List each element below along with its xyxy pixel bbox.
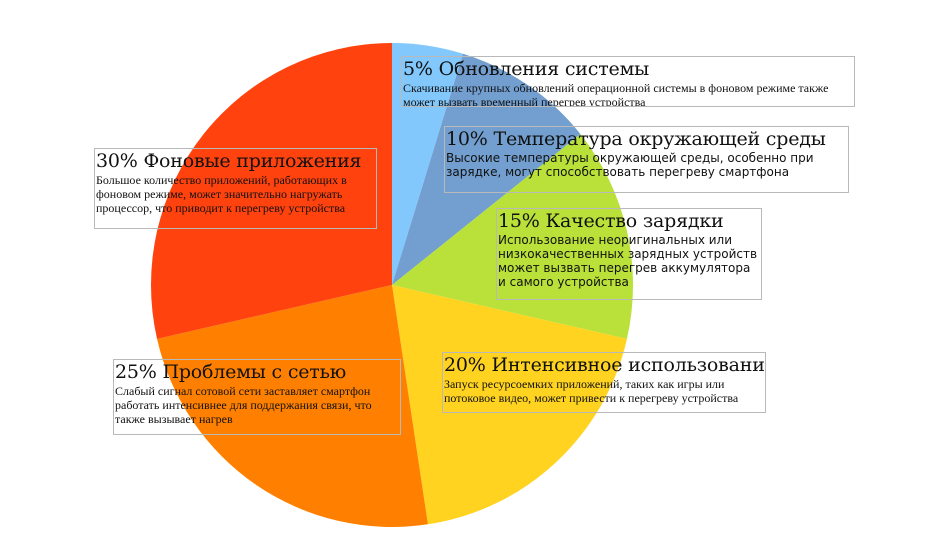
- slice-desc-network: Слабый сигнал сотовой сети заставляет см…: [115, 384, 372, 426]
- slice-label-intensive: 20% Интенсивное использование Запуск рес…: [442, 352, 766, 413]
- pie-slice-background-apps: [150, 43, 392, 339]
- slice-title-network: 25% Проблемы с сетью: [115, 361, 347, 383]
- slice-label-background-apps: 30% Фоновые приложения Большое количеств…: [94, 148, 377, 229]
- slice-desc-background-apps: Большое количество приложений, работающи…: [96, 173, 347, 215]
- slice-desc-intensive: Запуск ресурсоемких приложений, таких ка…: [444, 377, 739, 405]
- slice-desc-temperature: Высокие температуры окружающей среды, ос…: [446, 151, 814, 179]
- pie-slice-temperature: [392, 53, 581, 285]
- slice-desc-charging: Использование неоригинальных или низкока…: [498, 233, 758, 289]
- pie-slice-updates: [392, 43, 464, 285]
- pie-slice-charging: [392, 134, 634, 339]
- slice-title-temperature: 10% Температура окружающей среды: [446, 128, 826, 150]
- slice-label-temperature: 10% Температура окружающей среды Высокие…: [444, 126, 849, 193]
- pie-slice-network: [157, 285, 428, 528]
- slice-label-charging: 15% Качество зарядки Использование неори…: [496, 208, 762, 300]
- pie-slice-intensive: [392, 285, 627, 525]
- pie-slices: [150, 43, 634, 528]
- slice-desc-updates: Скачивание крупных обновлений операционн…: [403, 81, 829, 107]
- slice-label-updates: 5% Обновления системы Скачивание крупных…: [401, 56, 855, 107]
- slice-title-background-apps: 30% Фоновые приложения: [96, 150, 362, 172]
- slice-title-updates: 5% Обновления системы: [403, 58, 650, 80]
- slice-label-network: 25% Проблемы с сетью Слабый сигнал сотов…: [113, 359, 401, 435]
- slice-title-intensive: 20% Интенсивное использование: [444, 354, 766, 376]
- slice-title-charging: 15% Качество зарядки: [498, 210, 724, 232]
